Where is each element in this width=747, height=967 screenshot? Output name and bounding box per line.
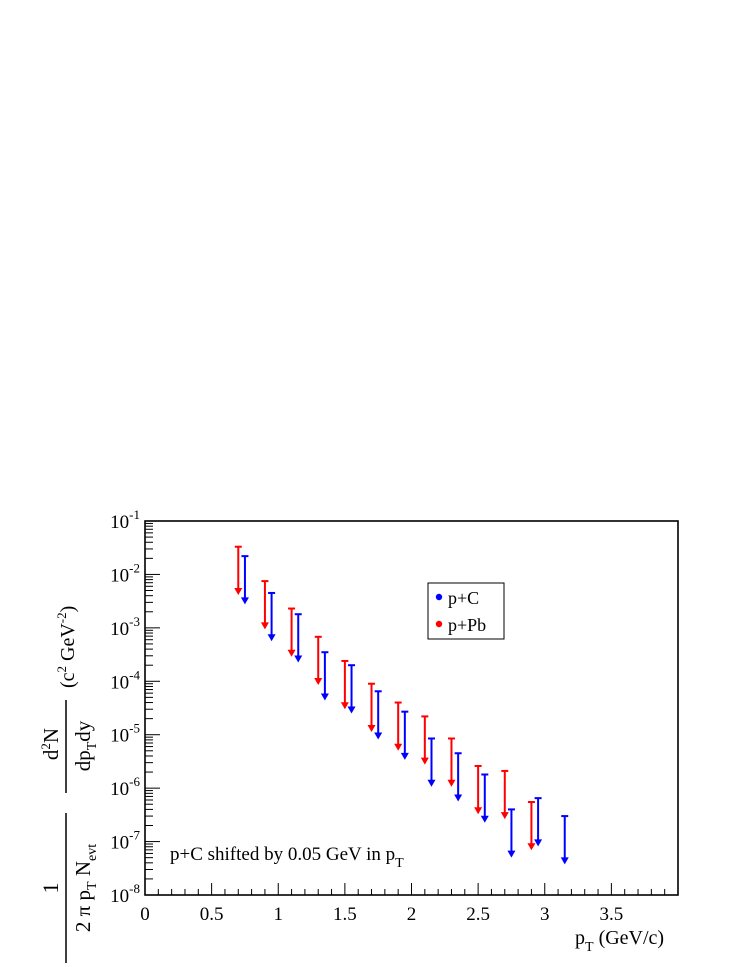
y-label-frac1-den: 2 π pT Nevt (71, 844, 100, 932)
x-tick-label: 1 (274, 904, 284, 925)
upper-limit-head-p-pb (260, 622, 269, 630)
plot-frame (144, 520, 679, 896)
upper-limit-head-p-pb (367, 724, 376, 732)
upper-limit-head-p-c (320, 693, 329, 701)
x-tick-label: 3 (540, 904, 550, 925)
y-tick-label: 10-5 (110, 721, 140, 747)
legend-label-p-c: p+C (448, 588, 479, 608)
y-label-frac2-den: dpTdy (71, 720, 100, 771)
upper-limit-head-p-c (454, 794, 463, 802)
upper-limit-head-p-c (400, 752, 409, 760)
legend: p+C p+Pb (427, 582, 505, 640)
upper-limit-head-p-c (374, 732, 383, 740)
legend-marker-p-pb (435, 620, 443, 628)
x-tick-label: 0 (140, 904, 150, 925)
upper-limit-head-p-pb (500, 812, 509, 820)
upper-limit-head-p-pb (527, 843, 536, 851)
upper-limit-head-p-pb (234, 587, 243, 595)
upper-limit-head-p-c (534, 839, 543, 847)
y-axis-ticks: 10-1 10-2 10-3 10-4 10-5 10-6 10-7 10-8 (110, 507, 160, 907)
upper-limit-head-p-pb (287, 649, 296, 657)
upper-limit-head-p-pb (447, 779, 456, 787)
y-axis-label: 1 2 π pT Nevt d2N dpTdy (c2 GeV-2) (38, 606, 100, 963)
shift-annotation: p+C shifted by 0.05 GeV in pT (170, 844, 404, 871)
y-tick-label: 10-1 (110, 507, 140, 533)
y-tick-label: 10-2 (110, 560, 140, 586)
x-tick-label: 1.5 (333, 904, 357, 925)
y-tick-label: 10-4 (110, 667, 140, 693)
series-layer (234, 545, 569, 865)
upper-limit-head-p-c (427, 779, 436, 787)
upper-limit-head-p-c (240, 597, 249, 605)
x-axis-ticks: 0 0.5 1 1.5 2 2.5 3 3.5 (140, 883, 679, 925)
y-label-frac2-num: d2N (38, 728, 63, 760)
x-tick-label: 3.5 (600, 904, 624, 925)
legend-box (427, 582, 505, 640)
y-label-frac1-num: 1 (38, 883, 63, 894)
upper-limit-head-p-c (480, 815, 489, 823)
legend-marker-p-c (435, 593, 443, 601)
upper-limit-head-p-c (507, 850, 516, 858)
x-tick-label: 0.5 (200, 904, 224, 925)
upper-limit-head-p-pb (394, 743, 403, 751)
y-tick-label: 10-3 (110, 614, 140, 640)
x-tick-label: 2 (407, 904, 417, 925)
upper-limit-head-p-pb (420, 757, 429, 765)
y-tick-label: 10-7 (110, 828, 140, 854)
upper-limit-head-p-c (560, 857, 569, 865)
upper-limit-head-p-pb (340, 702, 349, 710)
y-label-units: (c2 GeV-2) (54, 606, 79, 688)
upper-limit-head-p-c (267, 634, 276, 642)
y-tick-label: 10-6 (110, 774, 140, 800)
upper-limit-head-p-pb (314, 678, 323, 686)
x-axis-label: pT (GeV/c) (575, 927, 664, 955)
upper-limit-head-p-c (347, 706, 356, 714)
x-tick-label: 2.5 (466, 904, 490, 925)
upper-limit-head-p-c (294, 655, 303, 663)
upper-limit-head-p-pb (474, 807, 483, 815)
y-tick-label: 10-8 (110, 881, 140, 907)
legend-label-p-pb: p+Pb (448, 615, 486, 635)
